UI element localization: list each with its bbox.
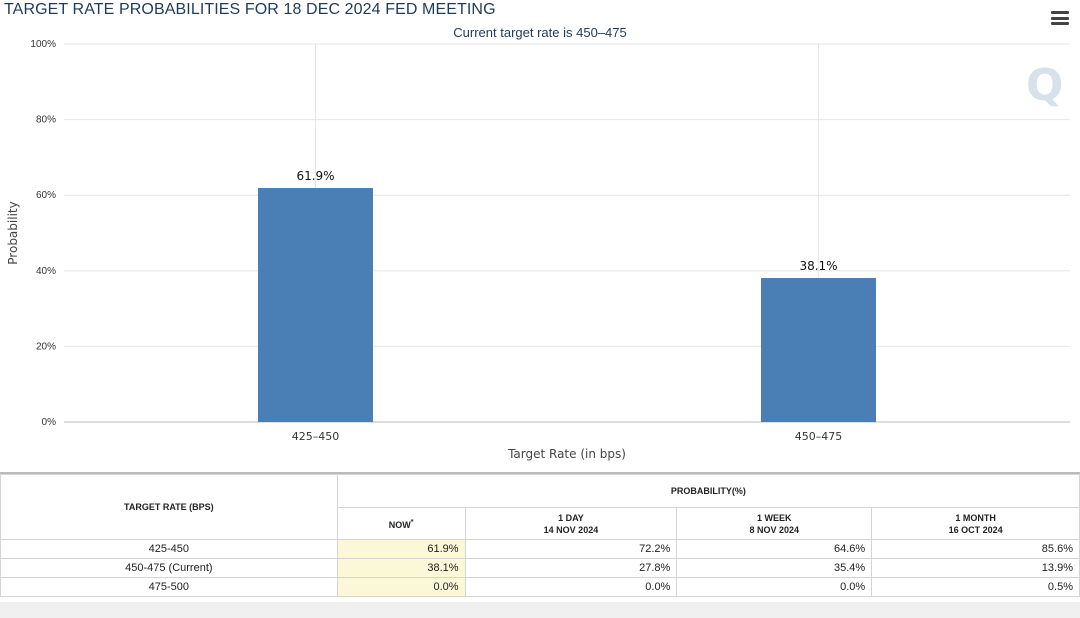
target-rate-column-header: TARGET RATE (BPS) — [0, 474, 338, 540]
cell-1-month: 13.9% — [871, 558, 1080, 578]
probability-bar-chart: 0% 20% 40% 60% 80% 100% 61.9% 425–450 38.1% 450–4… — [6, 39, 1070, 461]
table-row: 450-475 (Current) 38.1% 27.8% 35.4% 13.9… — [0, 558, 1080, 578]
bar[interactable] — [761, 277, 876, 422]
chart-subtitle: Current target rate is 450–475 — [453, 25, 627, 40]
period-header-1-day: 1 DAY 14 NOV 2024 — [464, 507, 678, 540]
table-row: 425-450 61.9% 72.2% 64.6% 85.6% — [0, 539, 1080, 559]
row-rate: 425-450 — [0, 539, 338, 559]
cell-1-month: 85.6% — [871, 539, 1080, 559]
period-header-now: NOW* — [336, 507, 466, 540]
y-tick-label: 60% — [36, 190, 56, 201]
bar-data-label: 61.9% — [296, 169, 334, 183]
y-tick-label: 80% — [36, 115, 56, 126]
cell-1-week: 0.0% — [676, 577, 873, 597]
y-axis-title: Probability — [6, 201, 20, 264]
x-tick-label: 425–450 — [292, 430, 340, 443]
cell-1-week: 64.6% — [676, 539, 873, 559]
row-rate: 475-500 — [0, 577, 338, 597]
cell-1-month: 0.5% — [871, 577, 1080, 597]
cell-1-day: 27.8% — [464, 558, 678, 578]
hamburger-menu-icon[interactable] — [1051, 11, 1069, 25]
cell-now: 0.0% — [336, 577, 466, 597]
y-tick-label: 40% — [36, 266, 56, 277]
row-rate: 450-475 (Current) — [0, 558, 338, 578]
y-tick-label: 0% — [42, 417, 57, 428]
probability-group-header: PROBABILITY(%) — [336, 474, 1080, 508]
q-logo-icon: Q — [1026, 60, 1064, 111]
bar-data-label: 38.1% — [799, 259, 837, 273]
x-tick-label: 450–475 — [795, 430, 843, 443]
x-axis-title: Target Rate (in bps) — [507, 447, 626, 461]
probability-table: TARGET RATE (BPS) PROBABILITY(%) NOW* 1 … — [0, 472, 1080, 618]
table-row: 475-500 0.0% 0.0% 0.0% 0.5% — [0, 577, 1080, 597]
y-tick-label: 20% — [36, 341, 56, 352]
period-header-1-month: 1 MONTH 16 OCT 2024 — [871, 507, 1080, 540]
cell-now: 61.9% — [336, 539, 466, 559]
y-tick-label: 100% — [30, 39, 56, 50]
bar[interactable] — [258, 188, 373, 422]
cell-now: 38.1% — [336, 558, 466, 578]
cell-1-day: 72.2% — [464, 539, 678, 559]
footer-band — [0, 602, 1080, 618]
cell-1-day: 0.0% — [464, 577, 678, 597]
cell-1-week: 35.4% — [676, 558, 873, 578]
period-header-1-week: 1 WEEK 8 NOV 2024 — [676, 507, 873, 540]
chart-title: TARGET RATE PROBABILITIES FOR 18 DEC 202… — [4, 1, 496, 18]
